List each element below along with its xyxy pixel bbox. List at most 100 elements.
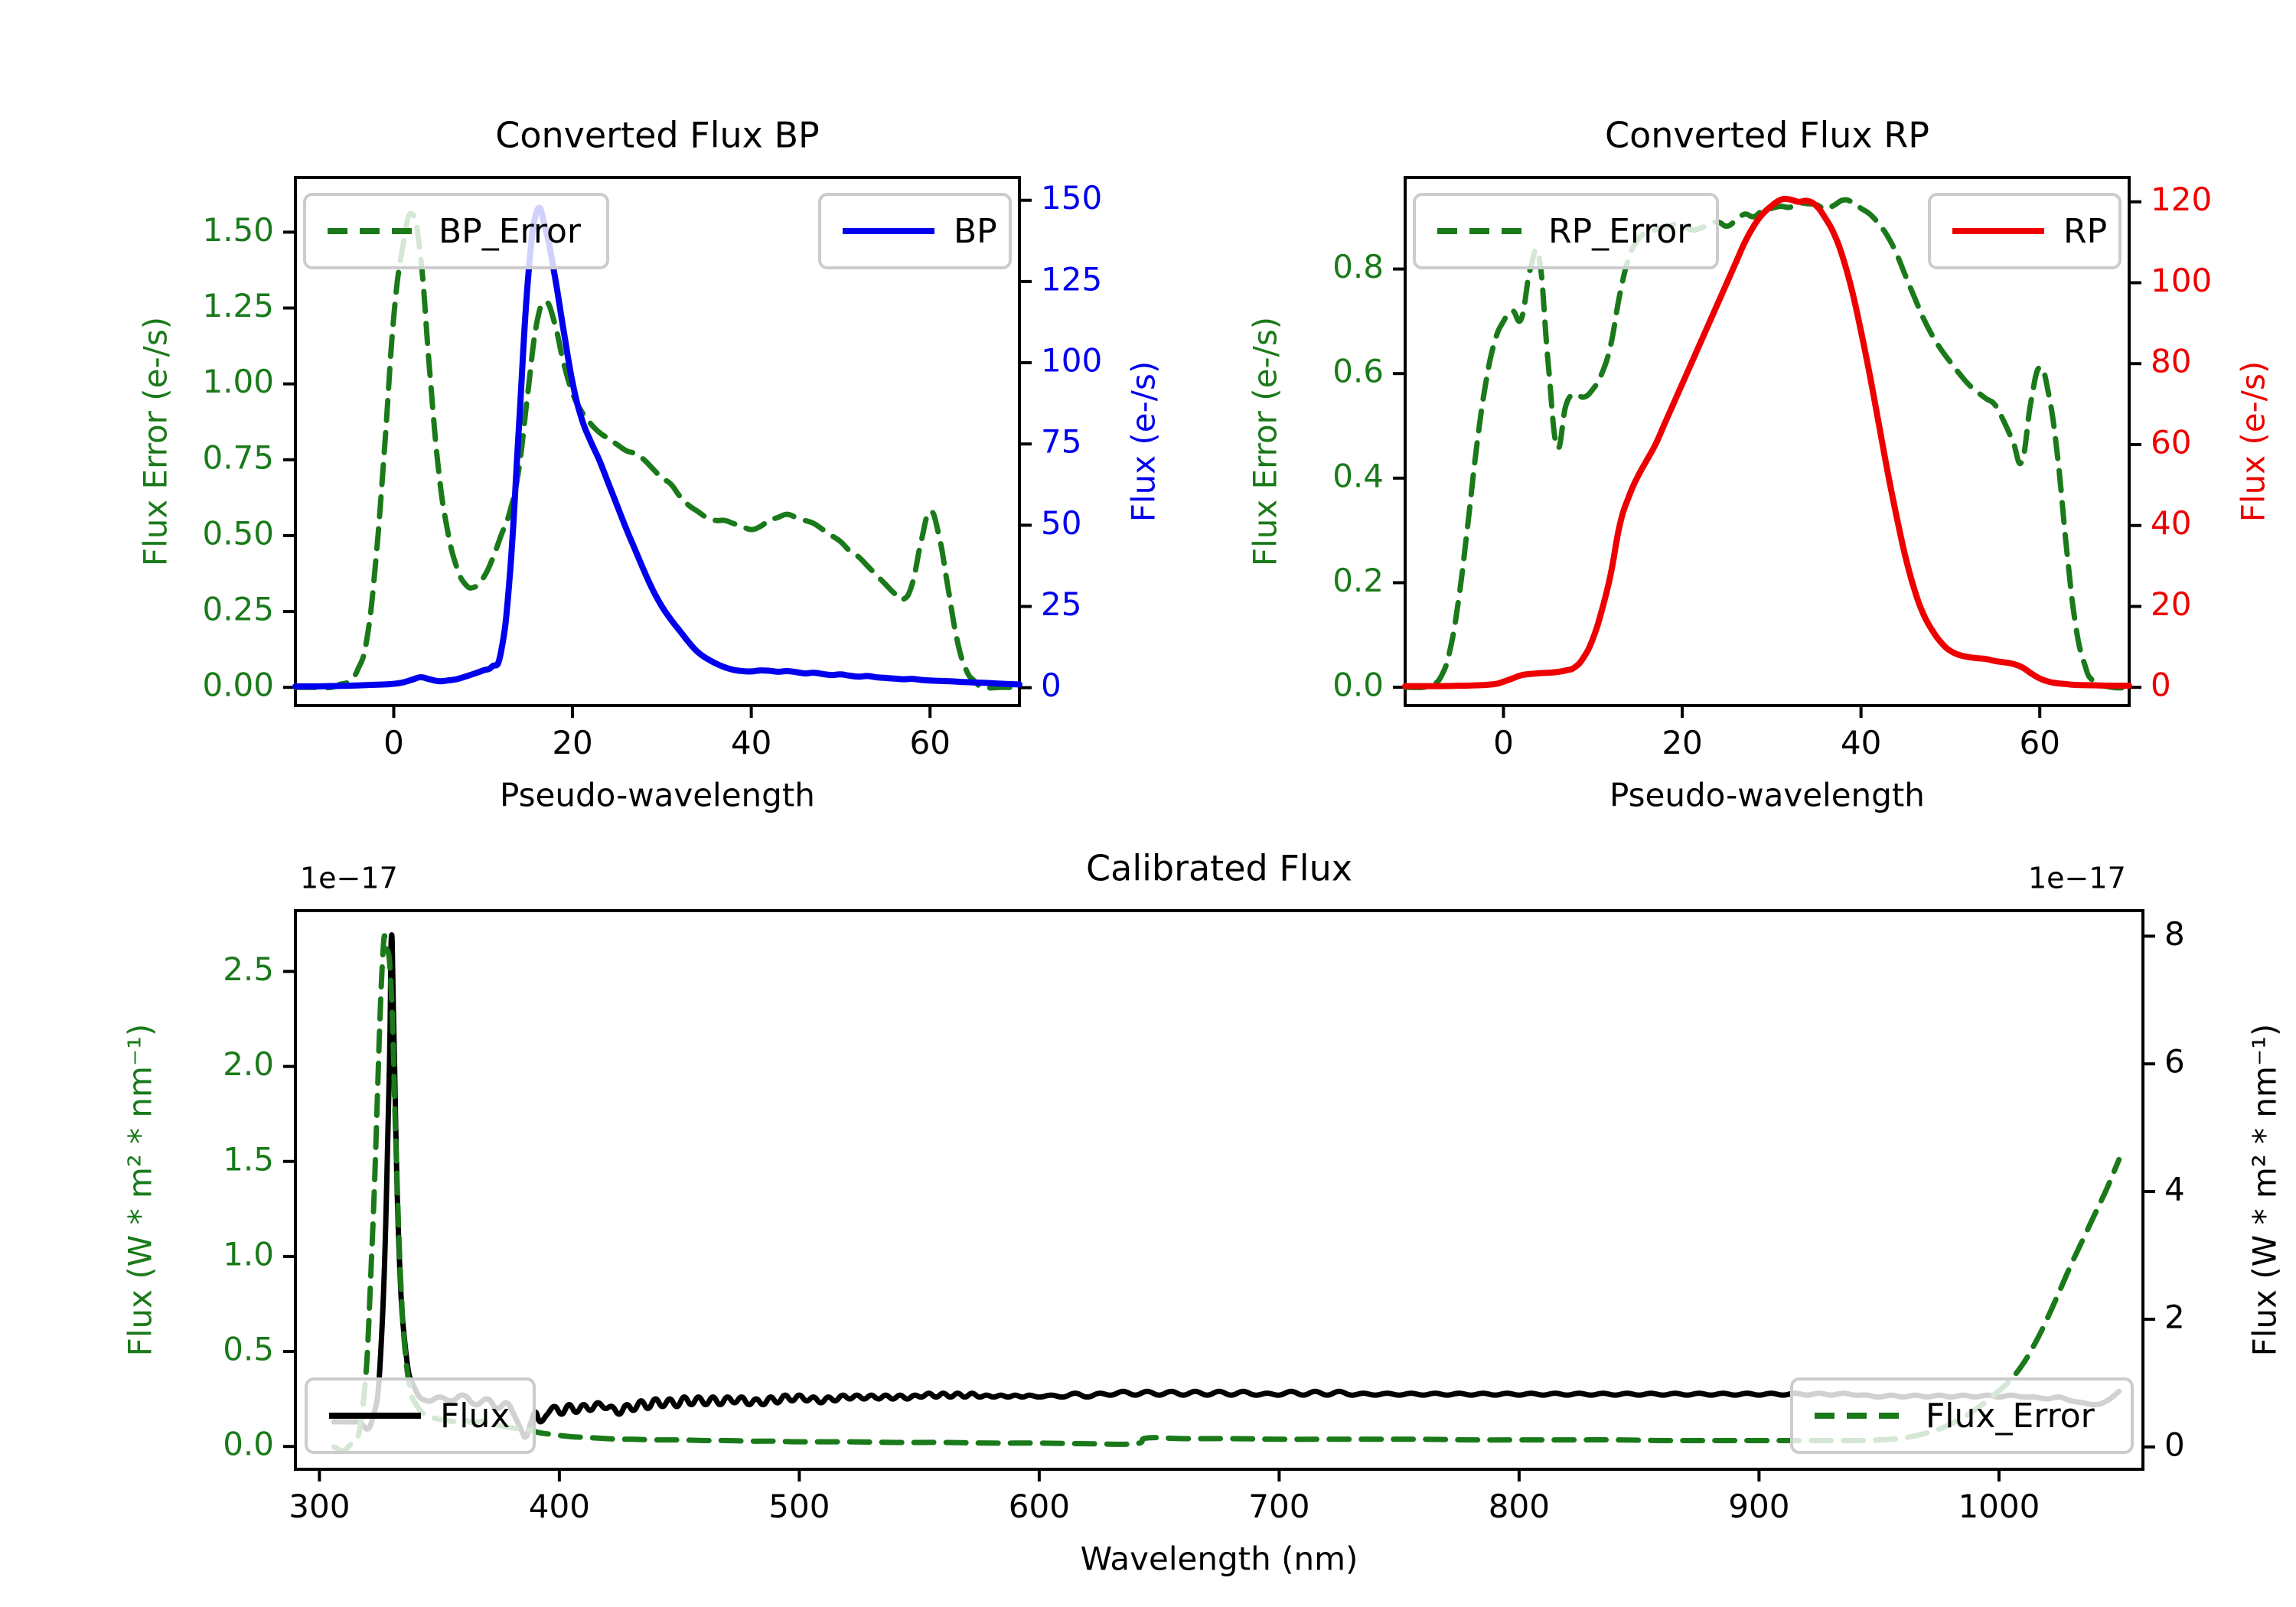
plot-frame — [294, 909, 2144, 1471]
y-tick-label-left: 0.5 — [223, 1331, 274, 1368]
panel-converted-flux-bp: Converted Flux BP 0.00 0.25 0.50 0.75 1.00 1.2… — [0, 0, 1163, 814]
y-axis-label-left: Flux (W * m² * nm⁻¹) — [122, 1024, 159, 1357]
x-axis: 0 20 40 60 — [383, 706, 951, 761]
y-tick-label-right: 2 — [2164, 1298, 2185, 1335]
legend-label: BP_Error — [439, 212, 582, 251]
y-tick-label-right: 4 — [2164, 1171, 2185, 1208]
plot-frame — [1404, 176, 2131, 707]
legend-label: BP — [954, 212, 997, 251]
legend-flux: Flux — [305, 1377, 536, 1454]
data-series-bp_error — [292, 210, 1022, 691]
data-series-rp_error — [1402, 197, 2132, 691]
y-axis-right: 0 20 40 60 80 100 120 — [2129, 181, 2212, 704]
y-tick-label-left: 1.5 — [223, 1140, 274, 1178]
y-tick-label-right: 0 — [2151, 667, 2171, 704]
chart-calibrated-flux: Calibrated Flux 1e−17 1e−17 0.0 0.5 1.0 1.5 2.0… — [122, 848, 2284, 1578]
x-tick-label: 20 — [1662, 724, 1702, 761]
y-tick-label-right: 125 — [1041, 260, 1102, 298]
y-tick-label-left: 0.2 — [1332, 562, 1384, 599]
x-axis-label: Pseudo-wavelength — [1609, 777, 1925, 814]
panel-converted-flux-rp: Converted Flux RP 0.0 0.2 0.4 0.6 0.8 0 20 40 60 8… — [1148, 0, 2296, 814]
y-tick-label-right: 0 — [1041, 667, 1062, 704]
legend-label: Flux_Error — [1926, 1397, 2095, 1436]
x-tick-label: 40 — [1841, 724, 1881, 761]
y-axis-right: 0 2 4 6 8 — [2143, 915, 2185, 1463]
y-tick-label-right: 6 — [2164, 1043, 2185, 1081]
data-series-bp — [292, 204, 1022, 689]
y-tick-label-right: 0 — [2164, 1426, 2185, 1463]
y-tick-label-left: 1.25 — [202, 287, 274, 324]
x-tick-label: 1000 — [1958, 1488, 2040, 1525]
y-axis-label-right: Flux (e-/s) — [2235, 361, 2272, 522]
y-tick-label-left: 0.6 — [1332, 353, 1384, 390]
x-tick-label: 500 — [768, 1488, 830, 1525]
chart-converted-flux-bp: Converted Flux BP 0.00 0.25 0.50 0.75 1.00 1.2… — [137, 115, 1163, 814]
x-axis-label: Pseudo-wavelength — [500, 777, 815, 814]
x-tick-label: 300 — [289, 1488, 350, 1525]
y-tick-label-left: 0.0 — [1332, 667, 1384, 704]
data-series-flux_error — [331, 933, 2122, 1454]
y-tick-label-right: 75 — [1041, 423, 1081, 461]
legend-rp-error: RP_Error — [1413, 193, 1719, 269]
x-tick-label: 60 — [2019, 724, 2060, 761]
x-tick-label: 400 — [529, 1488, 590, 1525]
y-tick-label-left: 0.4 — [1332, 457, 1384, 494]
y-tick-label-right: 60 — [2151, 423, 2191, 461]
x-tick-label: 800 — [1489, 1488, 1550, 1525]
legend-box — [1413, 193, 1719, 269]
y-tick-label-right: 100 — [1041, 342, 1102, 380]
legend-bp: BP — [818, 193, 1012, 269]
data-series-rp — [1402, 195, 2132, 689]
y-tick-label-left: 0.75 — [202, 438, 274, 476]
y-tick-label-right: 120 — [2151, 181, 2212, 218]
y-tick-label-left: 2.5 — [223, 950, 274, 988]
legend-label: Flux — [440, 1397, 510, 1436]
exponent-label-left: 1e−17 — [300, 862, 398, 895]
legend-label: RP_Error — [1548, 212, 1691, 251]
chart-title: Converted Flux BP — [495, 115, 820, 156]
y-tick-label-left: 2.0 — [223, 1045, 274, 1083]
y-tick-label-right: 50 — [1041, 504, 1081, 542]
y-axis-left: 0.0 0.5 1.0 1.5 2.0 2.5 — [223, 950, 295, 1463]
x-tick-label: 900 — [1728, 1488, 1789, 1525]
plot-frame — [294, 176, 1021, 707]
y-tick-label-left: 1.00 — [202, 363, 274, 400]
x-axis: 0 20 40 60 — [1493, 706, 2060, 761]
x-tick-label: 0 — [383, 724, 404, 761]
legend-rp: RP — [1928, 193, 2122, 269]
y-axis-label-right: Flux (W * m² * nm⁻¹) — [2246, 1024, 2284, 1357]
y-tick-label-right: 40 — [2151, 504, 2191, 542]
exponent-label-right: 1e−17 — [2028, 862, 2126, 895]
legend-label: RP — [2063, 212, 2107, 251]
y-tick-label-left: 0.50 — [202, 514, 274, 552]
x-axis: 300 400 500 600 700 800 900 1000 — [289, 1469, 2040, 1525]
legend-box — [1790, 1377, 2134, 1454]
y-tick-label-left: 0.0 — [223, 1426, 274, 1463]
data-series-flux — [331, 932, 2122, 1440]
x-axis-label: Wavelength (nm) — [1081, 1540, 1358, 1578]
y-tick-label-right: 25 — [1041, 585, 1081, 623]
legend-box — [303, 193, 609, 269]
y-tick-label-right: 20 — [2151, 585, 2191, 623]
y-axis-left: 0.00 0.25 0.50 0.75 1.00 1.25 1.50 — [202, 211, 295, 704]
x-tick-label: 40 — [731, 724, 771, 761]
y-axis-label-left: Flux Error (e-/s) — [1247, 317, 1284, 566]
y-tick-label-right: 8 — [2164, 915, 2185, 953]
x-tick-label: 20 — [552, 724, 592, 761]
y-tick-label-right: 80 — [2151, 343, 2191, 380]
y-tick-label-left: 0.8 — [1332, 248, 1384, 285]
x-tick-label: 60 — [909, 724, 950, 761]
y-tick-label-left: 1.0 — [223, 1235, 274, 1273]
x-tick-label: 600 — [1009, 1488, 1070, 1525]
y-axis-right: 0 25 50 75 100 125 150 — [1019, 179, 1102, 704]
y-axis-label-right: Flux (e-/s) — [1125, 361, 1163, 522]
chart-title: Converted Flux RP — [1605, 115, 1929, 156]
panel-calibrated-flux: Calibrated Flux 1e−17 1e−17 0.0 0.5 1.0 1.5 2.0… — [0, 811, 2296, 1607]
y-tick-label-left: 0.25 — [202, 591, 274, 628]
x-tick-label: 0 — [1493, 724, 1514, 761]
y-tick-label-right: 150 — [1041, 179, 1102, 217]
y-tick-label-left: 1.50 — [202, 211, 274, 249]
y-axis-label-left: Flux Error (e-/s) — [137, 317, 174, 566]
x-tick-label: 700 — [1248, 1488, 1309, 1525]
